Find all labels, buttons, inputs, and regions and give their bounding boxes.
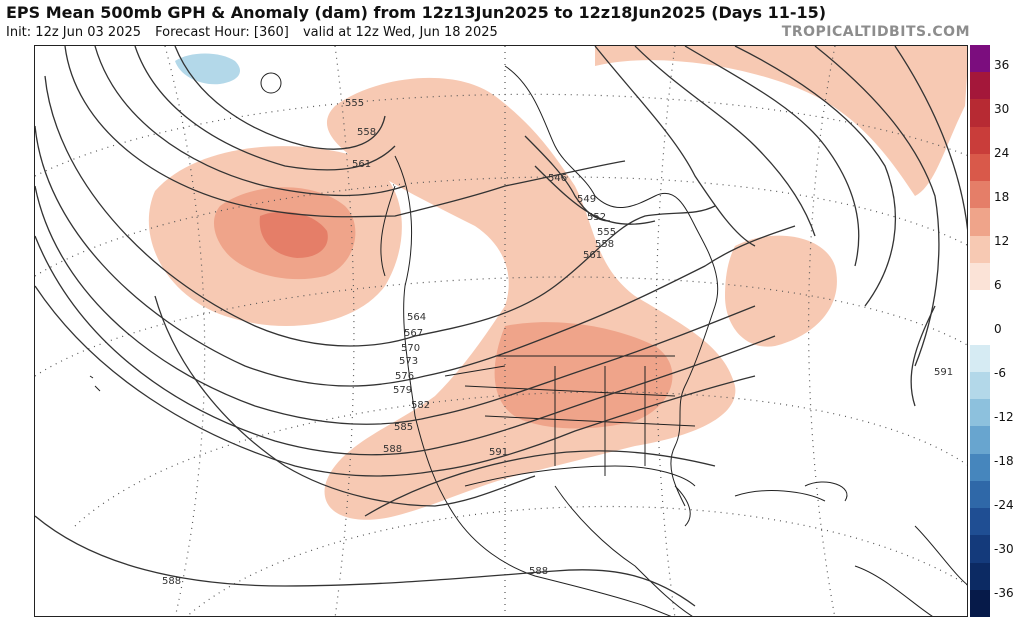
contour-label-582: 582	[411, 400, 430, 411]
contour-label-573: 573	[399, 356, 418, 367]
contour-label-558: 558	[595, 239, 614, 250]
contour-labels: 546 549 552 555 558 561 555 558 561 564 …	[162, 98, 953, 587]
contour-label-567: 567	[404, 328, 423, 339]
chart-title: EPS Mean 500mb GPH & Anomaly (dam) from …	[6, 3, 827, 22]
colorbar-swatch	[970, 344, 990, 373]
colorbar-swatch	[970, 589, 990, 618]
colorbar-tick-label: 24	[994, 146, 1010, 160]
contour-label-579: 579	[393, 385, 412, 396]
contour-label-588: 588	[383, 444, 402, 455]
contour-label-570: 570	[401, 343, 420, 354]
contour-label-591-east: 591	[934, 367, 953, 378]
contour-label-555: 555	[597, 227, 616, 238]
colorbar-swatch	[970, 99, 990, 128]
colorbar-swatch	[970, 453, 990, 482]
colorbar-swatch	[970, 262, 990, 291]
contour-label-555-west: 555	[345, 98, 364, 109]
colorbar-tick-label: 30	[994, 102, 1010, 116]
colorbar-swatch	[970, 126, 990, 155]
height-contours	[35, 46, 967, 607]
contour-label-546: 546	[548, 173, 567, 184]
anomaly-colorbar	[970, 45, 990, 618]
colorbar-swatch	[970, 317, 990, 346]
colorbar-swatch	[970, 399, 990, 427]
colorbar-swatch	[970, 45, 990, 73]
colorbar-swatch	[970, 371, 990, 400]
colorbar-tick-label: -12	[994, 410, 1014, 424]
colorbar-tick-label: 0	[994, 322, 1002, 336]
init-time: Init: 12z Jun 03 2025	[6, 25, 141, 40]
forecast-map: 546 549 552 555 558 561 555 558 561 564 …	[34, 45, 968, 617]
valid-time: valid at 12z Wed, Jun 18 2025	[302, 25, 498, 40]
colorbar-tick-label: -24	[994, 498, 1014, 512]
colorbar-swatch	[970, 235, 990, 264]
contour-label-588-south: 588	[529, 566, 548, 577]
colorbar-tick-label: -36	[994, 586, 1014, 600]
lat-lon-grid	[35, 46, 967, 616]
colorbar-swatch	[970, 181, 990, 209]
colorbar-swatch	[970, 72, 990, 100]
anomaly-shading	[148, 46, 967, 520]
contour-label-561-west: 561	[352, 159, 371, 170]
colorbar-tick-label: 6	[994, 278, 1002, 292]
colorbar-swatch	[970, 480, 990, 509]
contour-label-558-west: 558	[357, 127, 376, 138]
colorbar-swatch	[970, 562, 990, 591]
contour-label-576: 576	[395, 371, 414, 382]
colorbar-swatch	[970, 426, 990, 455]
contour-label-564: 564	[407, 312, 426, 323]
contour-label-552: 552	[587, 212, 606, 223]
colorbar-tick-label: 36	[994, 58, 1010, 72]
brand-watermark: TROPICALTIDBITS.COM	[781, 24, 970, 40]
colorbar-tick-label: 18	[994, 190, 1010, 204]
colorbar-swatch	[970, 153, 990, 182]
contour-label-585: 585	[394, 422, 413, 433]
contour-label-549: 549	[577, 194, 596, 205]
map-svg: 546 549 552 555 558 561 555 558 561 564 …	[35, 46, 967, 616]
forecast-hour: Forecast Hour: [360]	[155, 25, 289, 40]
colorbar-swatch	[970, 535, 990, 564]
colorbar-tick-label: -6	[994, 366, 1006, 380]
colorbar-tick-label: 12	[994, 234, 1010, 248]
contour-label-588-sw: 588	[162, 576, 181, 587]
contour-label-561: 561	[583, 250, 602, 261]
colorbar-swatch	[970, 208, 990, 237]
chart-subtitle: Init: 12z Jun 03 2025 Forecast Hour: [36…	[6, 25, 508, 40]
colorbar-tick-label: -30	[994, 542, 1014, 556]
colorbar-tick-label: -18	[994, 454, 1014, 468]
colorbar-swatch	[970, 290, 990, 318]
contour-label-591: 591	[489, 447, 508, 458]
colorbar-swatch	[970, 508, 990, 536]
